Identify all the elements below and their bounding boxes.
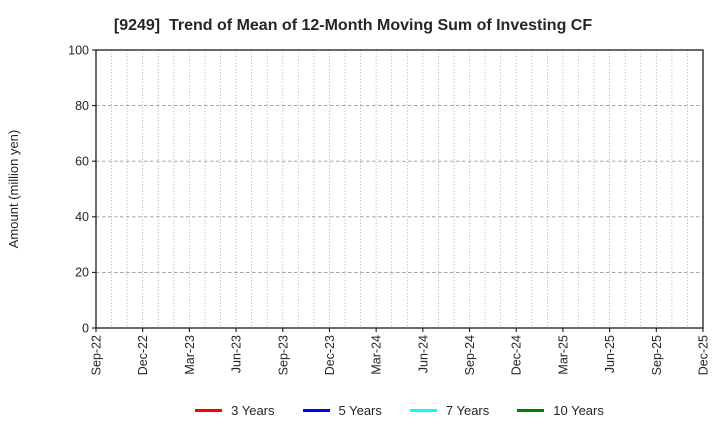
legend-line-swatch [302,409,330,412]
x-tick-label: Sep-24 [463,335,477,375]
x-tick-label: Sep-23 [276,335,290,375]
legend-item-10-years: 10 Years [517,403,604,418]
x-tick-label: Sep-22 [90,335,104,375]
y-tick-label: 80 [75,99,89,113]
legend-line-swatch [517,409,545,412]
legend-label: 5 Years [338,403,382,418]
x-tick-label: Dec-25 [697,335,711,375]
x-tick-label: Jun-23 [230,335,244,373]
x-tick-label: Dec-24 [510,335,524,375]
x-tick-label: Dec-23 [323,335,337,375]
x-tick-label: Mar-24 [370,335,384,375]
chart-title: [9249] Trend of Mean of 12-Month Moving … [113,17,593,34]
legend-label: 10 Years [553,403,604,418]
x-tick-label: Mar-25 [556,335,570,375]
y-tick-label: 60 [75,155,89,169]
y-axis-label: Amount (million yen) [6,130,21,249]
y-tick-label: 100 [68,43,89,57]
legend-item-5-years: 5 Years [302,403,382,418]
legend-item-3-years: 3 Years [195,403,275,418]
legend-label: 7 Years [445,403,490,418]
y-tick-label: 20 [75,266,89,280]
x-tick-label: Sep-25 [650,335,664,375]
y-tick-label: 40 [75,210,89,224]
plot-frame [95,49,704,329]
x-tick-label: Jun-25 [603,335,617,373]
y-tick-label: 0 [82,321,89,335]
legend: 3 Years 5 Years 7 Years 10 Years [96,403,703,418]
legend-item-7-years: 7 Years [409,403,490,418]
legend-label: 3 Years [231,403,275,418]
x-tick-label: Mar-23 [183,335,197,375]
x-tick-label: Dec-22 [136,335,150,375]
legend-line-swatch [409,409,437,412]
legend-line-swatch [195,409,223,412]
x-tick-label: Jun-24 [416,335,430,373]
